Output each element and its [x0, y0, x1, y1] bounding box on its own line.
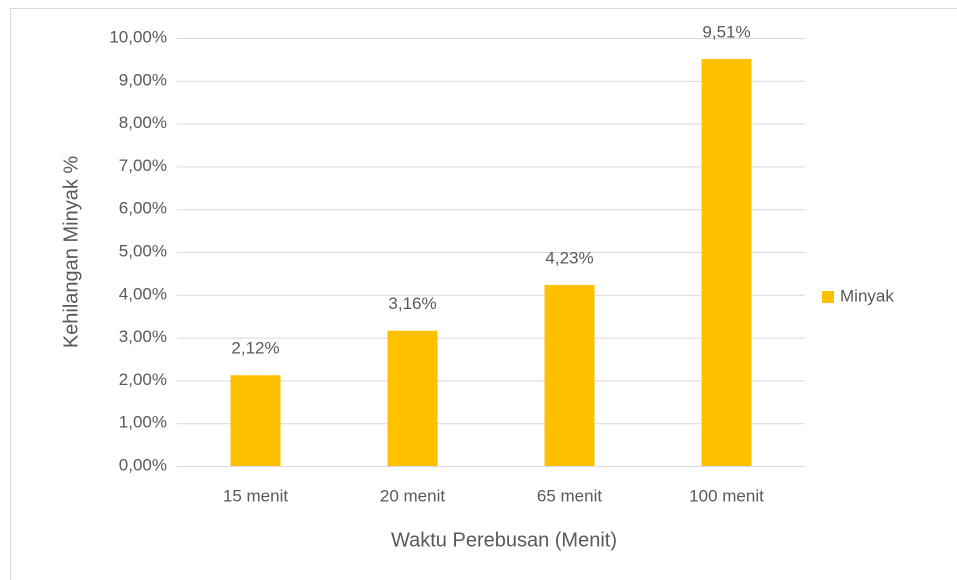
y-tick-label: 7,00%: [119, 156, 167, 175]
x-tick-label: 15 menit: [223, 486, 288, 505]
y-tick-label: 0,00%: [119, 455, 167, 474]
chart-border: [10, 8, 957, 580]
y-tick-label: 6,00%: [119, 199, 167, 218]
y-tick-label: 1,00%: [119, 413, 167, 432]
x-tick-label: 20 menit: [380, 486, 445, 505]
bar: [701, 58, 752, 467]
x-tick-label: 100 menit: [689, 486, 764, 505]
x-tick-label: 65 menit: [537, 486, 602, 505]
y-tick-label: 3,00%: [119, 327, 167, 346]
y-tick-label: 9,00%: [119, 70, 167, 89]
data-label: 4,23%: [545, 248, 593, 267]
legend-swatch: [822, 291, 834, 303]
bar: [544, 284, 595, 466]
y-tick-label: 5,00%: [119, 241, 167, 260]
data-label: 3,16%: [388, 294, 436, 313]
x-axis-title: Waktu Perebusan (Menit): [391, 529, 617, 551]
y-tick-label: 4,00%: [119, 284, 167, 303]
data-label: 2,12%: [231, 339, 279, 358]
y-tick-label: 10,00%: [109, 27, 167, 46]
legend-label: Minyak: [840, 286, 894, 305]
data-label: 9,51%: [702, 22, 750, 41]
bar: [387, 330, 438, 466]
y-tick-label: 8,00%: [119, 113, 167, 132]
y-tick-label: 2,00%: [119, 370, 167, 389]
y-axis-title: Kehilangan Minyak %: [60, 156, 82, 349]
bar: [230, 375, 281, 466]
